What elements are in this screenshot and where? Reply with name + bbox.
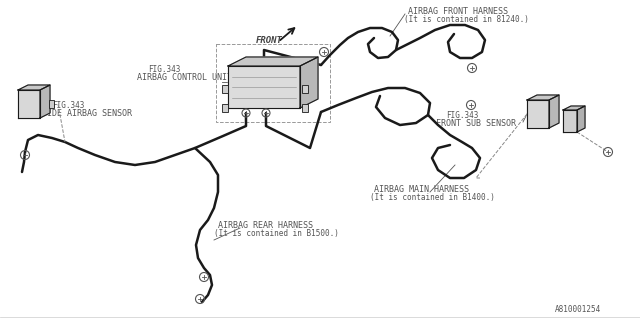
Text: (It is contained in B1400.): (It is contained in B1400.) xyxy=(370,193,495,202)
FancyBboxPatch shape xyxy=(222,85,228,93)
Text: FIG.343: FIG.343 xyxy=(148,65,180,74)
Text: FRONT SUB SENSOR: FRONT SUB SENSOR xyxy=(436,119,516,128)
FancyBboxPatch shape xyxy=(49,100,54,108)
FancyBboxPatch shape xyxy=(302,104,308,112)
Text: (It is contained in 81240.): (It is contained in 81240.) xyxy=(404,15,529,24)
Polygon shape xyxy=(228,57,318,66)
Text: FRONT: FRONT xyxy=(256,36,283,45)
Polygon shape xyxy=(300,57,318,108)
Polygon shape xyxy=(527,95,559,100)
Polygon shape xyxy=(18,85,50,90)
Text: AIRBAG CONTROL UNIT: AIRBAG CONTROL UNIT xyxy=(137,73,232,82)
Polygon shape xyxy=(563,110,577,132)
Polygon shape xyxy=(18,90,40,118)
FancyBboxPatch shape xyxy=(302,85,308,93)
Polygon shape xyxy=(577,106,585,132)
Text: FIG.343: FIG.343 xyxy=(52,101,84,110)
Polygon shape xyxy=(228,66,300,108)
Text: (It is contained in B1500.): (It is contained in B1500.) xyxy=(214,229,339,238)
Text: AIRBAG REAR HARNESS: AIRBAG REAR HARNESS xyxy=(218,221,313,230)
Text: A810001254: A810001254 xyxy=(555,305,601,314)
Polygon shape xyxy=(549,95,559,128)
Polygon shape xyxy=(40,85,50,118)
Text: AIRBAG MAIN HARNESS: AIRBAG MAIN HARNESS xyxy=(374,185,469,194)
Text: SIDE AIRBAG SENSOR: SIDE AIRBAG SENSOR xyxy=(42,109,132,118)
Text: FIG.343: FIG.343 xyxy=(446,111,478,120)
Polygon shape xyxy=(527,100,549,128)
FancyBboxPatch shape xyxy=(222,104,228,112)
Polygon shape xyxy=(563,106,585,110)
Text: AIRBAG FRONT HARNESS: AIRBAG FRONT HARNESS xyxy=(408,7,508,16)
